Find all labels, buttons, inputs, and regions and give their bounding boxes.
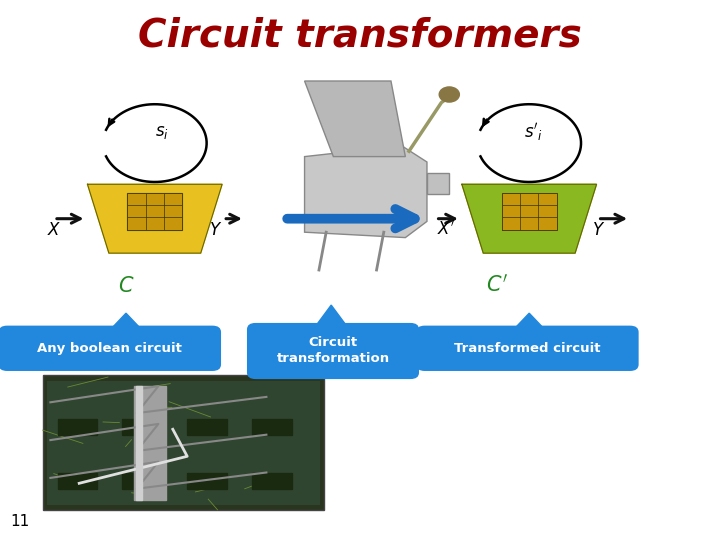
Text: $s'_i$: $s'_i$ [523,122,542,143]
Text: Transformed circuit: Transformed circuit [454,342,600,355]
Polygon shape [305,81,405,157]
Bar [122,472,162,489]
Text: $C'$: $C'$ [486,274,508,295]
Bar [58,418,97,435]
Bar [187,472,227,489]
Polygon shape [88,184,222,253]
Bar [58,472,97,489]
Polygon shape [511,313,547,332]
Text: $C$: $C$ [118,275,134,295]
Polygon shape [462,184,596,253]
Circle shape [439,87,459,102]
Polygon shape [134,386,166,500]
Text: Circuit
transformation: Circuit transformation [276,336,390,366]
Polygon shape [108,313,144,332]
Polygon shape [305,146,427,238]
Text: 11: 11 [10,515,30,530]
Text: $X'$: $X'$ [437,220,456,239]
Bar [187,418,227,435]
Text: $Y$: $Y$ [593,221,606,239]
Polygon shape [136,386,143,500]
Polygon shape [313,305,349,329]
Polygon shape [47,381,320,505]
Polygon shape [127,193,182,230]
FancyBboxPatch shape [416,326,639,371]
FancyBboxPatch shape [0,326,221,371]
Bar [122,418,162,435]
Polygon shape [502,193,557,230]
Polygon shape [43,375,324,510]
FancyBboxPatch shape [247,323,419,379]
Polygon shape [427,173,449,194]
Bar [252,418,292,435]
Text: $X$: $X$ [47,221,61,239]
Text: $s_i$: $s_i$ [155,123,169,141]
Text: $Y$: $Y$ [210,221,222,239]
Text: Any boolean circuit: Any boolean circuit [37,342,182,355]
Bar [252,472,292,489]
Text: Circuit transformers: Circuit transformers [138,16,582,54]
